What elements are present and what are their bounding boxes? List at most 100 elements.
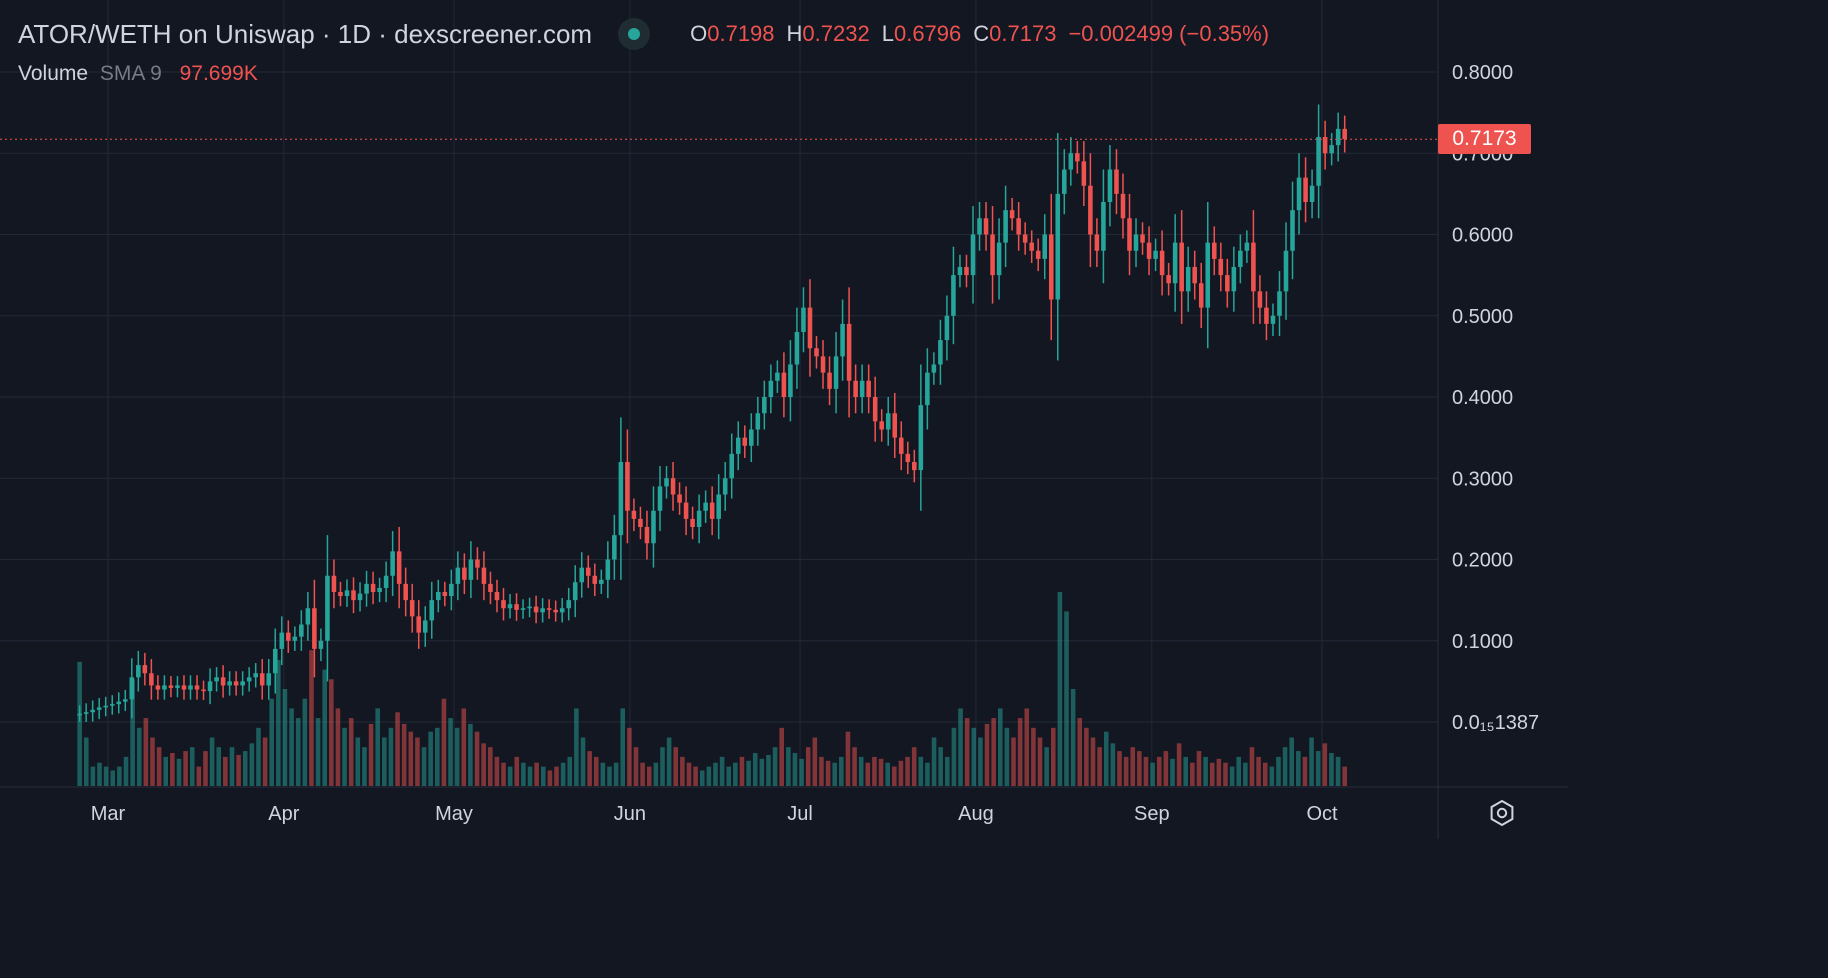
candle-body (892, 413, 898, 438)
candle-body (872, 397, 878, 422)
candle-body (553, 609, 558, 613)
candlestick-chart[interactable]: 0.80000.70000.60000.50000.40000.30000.20… (0, 0, 1568, 839)
volume-bar (819, 756, 824, 786)
volume-bar (892, 766, 897, 786)
candle-body (722, 478, 728, 495)
volume-bar (951, 727, 957, 786)
volume-bar (1064, 611, 1069, 786)
candle-body (853, 380, 858, 397)
high-label: H (786, 21, 803, 46)
volume-bar (302, 698, 308, 786)
volume-bar (216, 747, 222, 786)
volume-bar (1209, 762, 1215, 786)
candle-body (227, 681, 232, 686)
candle-body (631, 510, 637, 519)
volume-bar (825, 760, 831, 786)
settings-hexagon-icon[interactable] (1488, 799, 1516, 827)
volume-bar (329, 679, 334, 786)
candle-body (494, 592, 500, 601)
candle-body (90, 709, 95, 713)
candle-body (377, 587, 382, 592)
price-candles (77, 104, 1347, 722)
volume-bar (1017, 718, 1023, 786)
volume-bar (567, 756, 573, 786)
volume-bar (196, 766, 202, 786)
volume-bar (395, 712, 400, 786)
grid-lines (0, 0, 1438, 787)
candle-body (1068, 153, 1074, 170)
candle-body (527, 606, 532, 609)
candle-body (1035, 250, 1041, 259)
candle-body (246, 677, 252, 682)
candle-body (859, 380, 865, 397)
volume-bar (209, 737, 215, 786)
volume-bar (527, 766, 533, 786)
volume-bar (938, 747, 943, 786)
candle-body (683, 502, 689, 519)
volume-bar (574, 708, 579, 786)
volume-bar (123, 756, 129, 786)
volume-bar (342, 727, 347, 786)
volume-bar (1262, 762, 1268, 786)
volume-bar (752, 753, 758, 786)
volume-bar (865, 762, 871, 786)
volume-bar (481, 743, 486, 786)
candle-body (77, 713, 82, 716)
volume-bar (408, 731, 414, 786)
volume-bar (878, 758, 884, 786)
y-tick-label: 0.0₁₅1387 (1452, 712, 1539, 734)
volume-bar (362, 747, 367, 786)
volume-bar (130, 679, 135, 786)
volume-bar (733, 762, 738, 786)
volume-bar (726, 766, 732, 786)
close-value: 0.7173 (989, 21, 1057, 46)
candle-body (181, 685, 187, 690)
candle-body (846, 323, 852, 381)
volume-bar (991, 718, 996, 786)
candle-body (103, 705, 109, 708)
time-axis[interactable]: Mar Apr May Jun Jul Aug Sep Oct (91, 803, 1338, 825)
volume-bar (368, 723, 374, 786)
volume-bar (560, 762, 566, 786)
candle-body (468, 559, 474, 580)
volume-bar (170, 753, 175, 786)
candle-body (1048, 234, 1054, 300)
volume-bar (348, 718, 354, 786)
candle-body (1290, 210, 1295, 251)
candle-body (266, 673, 272, 686)
candle-body (1225, 275, 1230, 292)
volume-bar (401, 723, 407, 786)
volume-bar (309, 650, 314, 786)
volume-bar (269, 698, 274, 786)
candle-body (566, 600, 571, 609)
candle-body (827, 372, 832, 389)
candle-body (833, 356, 839, 389)
volume-bar (852, 747, 857, 786)
volume-label: Volume (18, 62, 89, 85)
volume-bar (487, 747, 493, 786)
volume-bar (1044, 747, 1049, 786)
candle-body (768, 380, 774, 397)
candle-body (520, 608, 526, 610)
volume-bar (1183, 756, 1189, 786)
candle-body (690, 518, 695, 527)
live-status-icon[interactable] (618, 18, 651, 50)
price-axis[interactable]: 0.80000.70000.60000.50000.40000.30000.20… (1452, 62, 1539, 734)
candle-body (364, 583, 369, 594)
volume-bar (335, 708, 341, 786)
candle-body (194, 685, 200, 690)
candle-body (775, 372, 780, 381)
candle-body (96, 707, 102, 710)
volume-bar (1137, 751, 1142, 786)
volume-bar (540, 766, 546, 786)
volume-bar (256, 727, 261, 786)
candle-body (1205, 242, 1211, 308)
candle-body (879, 421, 884, 430)
volume-bar (1229, 766, 1235, 786)
open-value: 0.7198 (707, 21, 775, 46)
volume-bar (693, 766, 698, 786)
volume-bar (746, 760, 751, 786)
candle-body (592, 575, 598, 584)
candle-body (1342, 128, 1347, 140)
candle-body (912, 462, 917, 471)
